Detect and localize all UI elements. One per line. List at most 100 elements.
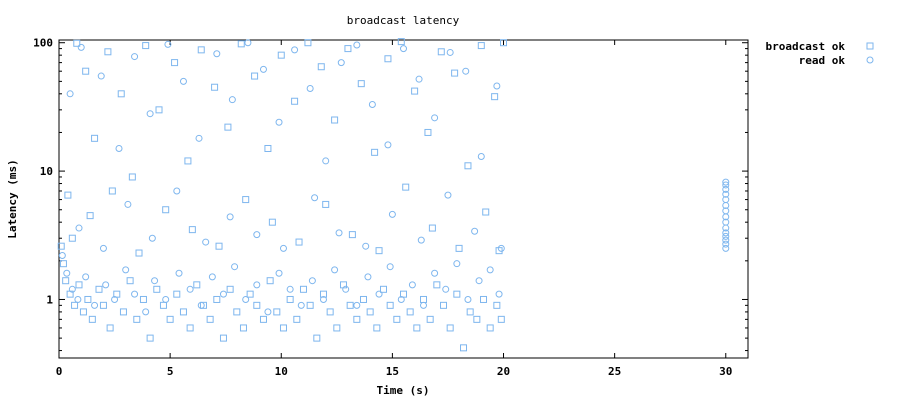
read-ok-point — [58, 252, 66, 260]
broadcast-ok-point — [353, 315, 361, 323]
broadcast-ok-point — [424, 128, 432, 136]
read-ok-point — [722, 181, 730, 189]
broadcast-ok-point — [477, 42, 485, 50]
read-ok-point — [97, 72, 105, 80]
broadcast-ok-point — [82, 67, 90, 75]
legend-circle-marker — [866, 56, 874, 64]
broadcast-ok-point — [480, 295, 488, 303]
broadcast-ok-point — [233, 308, 241, 316]
read-ok-point — [431, 269, 439, 277]
read-ok-point — [226, 213, 234, 221]
y-tick-label: 100 — [33, 37, 53, 50]
read-ok-point — [297, 301, 305, 309]
read-ok-point — [82, 273, 90, 281]
read-ok-point — [337, 59, 345, 67]
broadcast-ok-point — [406, 308, 414, 316]
broadcast-ok-point — [426, 315, 434, 323]
read-ok-point — [464, 295, 472, 303]
read-ok-point — [213, 50, 221, 58]
broadcast-ok-point — [291, 97, 299, 105]
broadcast-ok-point — [95, 285, 103, 293]
read-ok-point — [306, 84, 314, 92]
read-ok-point — [722, 229, 730, 237]
broadcast-ok-point — [86, 212, 94, 220]
read-ok-point — [131, 290, 139, 298]
read-ok-point — [124, 200, 132, 208]
read-ok-point — [311, 194, 319, 202]
read-ok-point — [342, 285, 350, 293]
read-ok-point — [417, 236, 425, 244]
broadcast-ok-point — [319, 290, 327, 298]
broadcast-ok-point — [482, 208, 490, 216]
read-ok-point — [146, 110, 154, 118]
broadcast-ok-point — [273, 308, 281, 316]
broadcast-ok-point — [375, 247, 383, 255]
broadcast-ok-point — [246, 290, 254, 298]
broadcast-ok-point — [71, 301, 79, 309]
legend-label-broadcast-ok: broadcast ok — [766, 40, 846, 53]
read-ok-point — [253, 231, 261, 239]
broadcast-ok-point — [279, 324, 287, 332]
read-ok-point — [364, 273, 372, 281]
read-ok-point — [197, 301, 205, 309]
read-ok-point — [77, 43, 85, 51]
read-ok-point — [99, 244, 107, 252]
read-ok-point — [400, 45, 407, 53]
broadcast-ok-point — [299, 285, 307, 293]
broadcast-ok-point — [331, 116, 339, 124]
broadcast-ok-point — [197, 46, 205, 54]
broadcast-ok-point — [411, 87, 419, 95]
broadcast-ok-point — [62, 277, 70, 285]
broadcast-ok-point — [79, 308, 87, 316]
read-ok-point — [286, 285, 294, 293]
broadcast-ok-point — [460, 344, 468, 352]
broadcast-ok-point — [333, 324, 341, 332]
read-ok-point — [175, 269, 183, 277]
broadcast-ok-point — [464, 162, 472, 170]
read-ok-point — [102, 281, 110, 289]
broadcast-ok-point — [466, 308, 474, 316]
read-ok-point — [308, 277, 316, 285]
y-tick-label: 10 — [40, 165, 53, 178]
read-ok-point — [442, 285, 450, 293]
read-ok-point — [148, 234, 156, 242]
broadcast-ok-point — [402, 183, 410, 191]
broadcast-ok-point — [186, 324, 194, 332]
broadcast-ok-point — [73, 39, 81, 47]
broadcast-ok-point — [91, 134, 99, 142]
x-axis-label: Time (s) — [377, 384, 430, 397]
read-ok-point — [431, 114, 439, 122]
read-ok-point — [279, 244, 287, 252]
broadcast-ok-point — [373, 324, 381, 332]
broadcast-ok-point — [135, 249, 143, 257]
x-tick-label: 15 — [386, 365, 399, 378]
read-ok-point — [219, 290, 227, 298]
read-ok-point — [353, 41, 361, 49]
broadcast-ok-point — [219, 334, 227, 342]
x-tick-label: 10 — [275, 365, 288, 378]
read-ok-point — [68, 285, 76, 293]
broadcast-ok-point — [357, 80, 365, 88]
broadcast-ok-point — [68, 234, 76, 242]
data-points — [57, 38, 730, 352]
broadcast-ok-point — [128, 173, 136, 181]
read-ok-point — [722, 240, 730, 248]
read-ok-point — [264, 308, 272, 316]
x-tick-label: 0 — [56, 365, 63, 378]
read-ok-point — [275, 118, 283, 126]
broadcast-ok-point — [346, 301, 354, 309]
read-ok-point — [722, 190, 730, 198]
broadcast-ok-point — [493, 301, 501, 309]
broadcast-ok-point — [253, 301, 261, 309]
read-ok-point — [231, 263, 239, 271]
read-ok-point — [331, 266, 339, 274]
read-ok-point — [151, 277, 159, 285]
read-ok-point — [142, 308, 150, 316]
broadcast-ok-point — [497, 315, 505, 323]
read-ok-point — [388, 210, 396, 218]
read-ok-point — [275, 269, 283, 277]
broadcast-ok-point — [446, 324, 454, 332]
broadcast-ok-point — [193, 281, 201, 289]
broadcast-ok-point — [326, 308, 334, 316]
broadcast-ok-point — [348, 231, 356, 239]
